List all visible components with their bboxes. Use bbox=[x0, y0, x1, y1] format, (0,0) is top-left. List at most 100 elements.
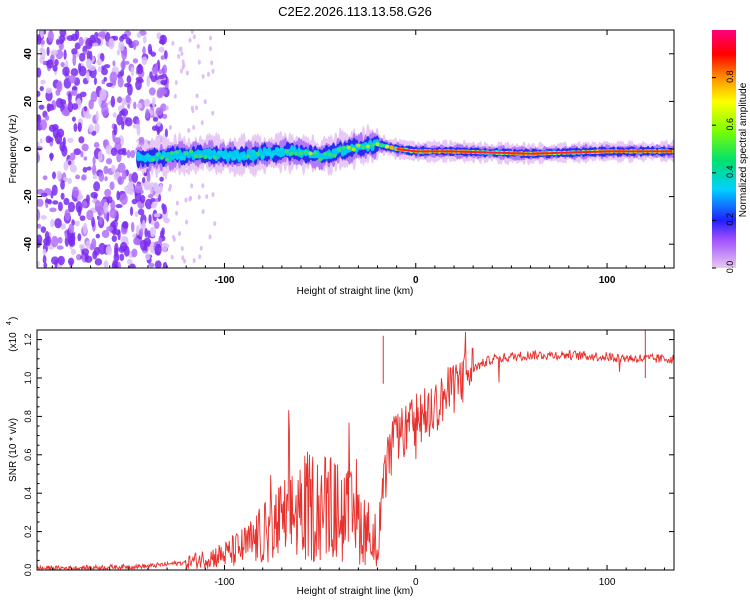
noise-blob bbox=[101, 67, 108, 76]
heatmap-marks bbox=[37, 30, 674, 268]
noise-blob bbox=[170, 254, 174, 260]
noise-blob bbox=[94, 258, 103, 266]
noise-blob bbox=[148, 87, 156, 96]
noise-blob bbox=[135, 224, 140, 236]
noise-blob bbox=[138, 228, 144, 238]
noise-blob bbox=[188, 196, 192, 202]
noise-blob bbox=[73, 148, 81, 156]
band-core bbox=[265, 150, 270, 155]
noise-blob bbox=[191, 108, 195, 114]
noise-blob bbox=[50, 49, 59, 56]
noise-blob bbox=[48, 137, 54, 143]
noise-blob bbox=[127, 181, 134, 191]
noise-blob bbox=[145, 108, 150, 119]
x-tick-label: 0 bbox=[413, 577, 419, 588]
noise-blob bbox=[56, 245, 64, 250]
band-core bbox=[293, 151, 299, 156]
noise-blob bbox=[199, 245, 203, 251]
noise-blob bbox=[72, 186, 80, 198]
noise-blob bbox=[78, 63, 82, 73]
noise-blob bbox=[51, 171, 57, 180]
noise-blob bbox=[142, 46, 146, 55]
noise-blob bbox=[60, 180, 65, 190]
noise-blob bbox=[37, 114, 42, 125]
band-core bbox=[360, 145, 366, 150]
noise-blob bbox=[103, 201, 109, 214]
noise-blob bbox=[150, 197, 156, 203]
noise-blob bbox=[70, 68, 79, 77]
band-core bbox=[174, 150, 179, 155]
noise-blob bbox=[122, 220, 129, 230]
noise-blob bbox=[52, 124, 59, 131]
noise-blob bbox=[63, 49, 67, 60]
band-core bbox=[370, 142, 375, 147]
noise-blob bbox=[110, 95, 116, 108]
heatmap-y-ticks: -40 -20 0 20 40 bbox=[23, 48, 674, 251]
snr-x-ticks: -100 0 100 bbox=[51, 330, 665, 588]
noise-blob bbox=[54, 59, 59, 67]
noise-blob bbox=[52, 64, 58, 72]
noise-blob bbox=[68, 223, 75, 234]
noise-blob bbox=[119, 110, 126, 116]
band-core bbox=[212, 155, 218, 160]
noise-blob bbox=[62, 66, 70, 77]
noise-blob bbox=[132, 233, 137, 239]
snr-scale-close: ) bbox=[8, 317, 19, 320]
noise-blob bbox=[67, 257, 75, 266]
band-core bbox=[351, 147, 356, 152]
snr-scale-exp: 4 bbox=[6, 321, 13, 325]
y-tick-label: -20 bbox=[23, 189, 34, 204]
noise-blob bbox=[147, 230, 151, 239]
noise-blob bbox=[190, 183, 194, 189]
noise-blob bbox=[201, 183, 205, 189]
noise-blob bbox=[195, 93, 199, 99]
noise-blob bbox=[42, 248, 47, 256]
noise-blob bbox=[201, 73, 205, 79]
noise-blob bbox=[70, 248, 76, 255]
band-core bbox=[164, 157, 170, 162]
colorbar-tick-label: 0.8 bbox=[725, 70, 735, 83]
noise-blob bbox=[128, 173, 133, 183]
noise-blob bbox=[37, 234, 43, 245]
noise-blob bbox=[116, 190, 120, 201]
noise-blob bbox=[92, 156, 96, 166]
snr-y-label: SNR (10 * v/v) bbox=[8, 418, 19, 482]
snr-y-ticks: 0.0 0.2 0.4 0.6 0.8 1.0 1.2 bbox=[23, 333, 674, 576]
noise-blob bbox=[129, 206, 134, 216]
noise-blob bbox=[38, 104, 45, 110]
colorbar-tick-label: 0.4 bbox=[725, 166, 735, 179]
band-core bbox=[289, 151, 294, 156]
noise-blob bbox=[44, 198, 52, 204]
noise-blob bbox=[104, 176, 108, 182]
noise-blob bbox=[105, 245, 113, 256]
colorbar-gradient bbox=[712, 30, 736, 268]
noise-blob bbox=[134, 183, 143, 194]
noise-blob bbox=[57, 201, 63, 212]
band-core bbox=[365, 144, 371, 149]
noise-blob bbox=[85, 240, 91, 249]
noise-blob bbox=[97, 31, 106, 38]
noise-blob bbox=[149, 48, 153, 55]
band-core bbox=[346, 145, 352, 150]
y-tick-label: 0.6 bbox=[23, 449, 33, 462]
band-core bbox=[375, 142, 380, 147]
noise-blob bbox=[40, 226, 47, 233]
noise-blob bbox=[179, 68, 183, 74]
band-core bbox=[241, 154, 246, 159]
y-tick-label: 0.2 bbox=[23, 525, 33, 538]
noise-blob bbox=[86, 70, 90, 81]
figure-title: C2E2.2026.113.13.58.G26 bbox=[278, 4, 432, 19]
y-tick-label: 0 bbox=[23, 146, 34, 152]
noise-blob bbox=[60, 223, 67, 230]
colorbar-label: Normalized spectral amplitude bbox=[738, 82, 749, 217]
noise-blob bbox=[85, 58, 92, 69]
noise-blob bbox=[37, 198, 44, 207]
noise-blob bbox=[68, 74, 77, 84]
noise-blob bbox=[81, 200, 88, 209]
noise-blob bbox=[71, 116, 76, 122]
noise-blob bbox=[39, 119, 48, 131]
band-core bbox=[246, 154, 251, 159]
noise-blob bbox=[86, 209, 94, 221]
noise-blob bbox=[57, 236, 63, 244]
noise-blob bbox=[86, 166, 92, 171]
